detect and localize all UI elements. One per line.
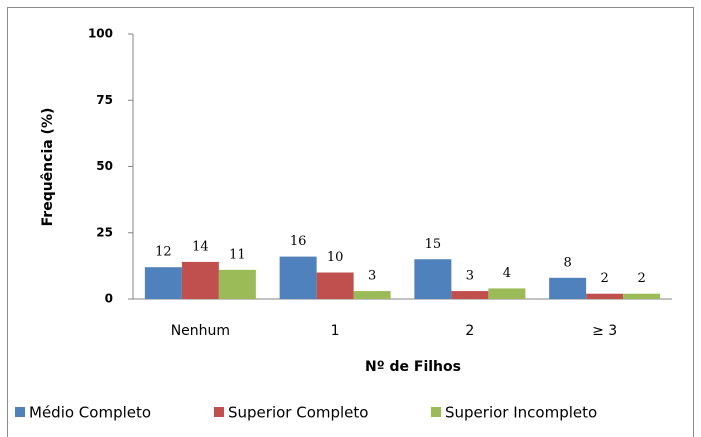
y-tick-label: 100 <box>88 27 113 41</box>
y-tick-label: 50 <box>96 159 113 173</box>
bar <box>218 269 256 299</box>
x-axis-label: Nº de Filhos <box>365 359 461 375</box>
data-label: 2 <box>600 271 608 286</box>
legend-label: Superior Incompleto <box>445 404 597 422</box>
bar <box>144 267 182 299</box>
x-tick-label: 2 <box>465 323 474 339</box>
data-label: 15 <box>425 237 442 252</box>
bar <box>181 261 219 299</box>
x-tick-label: ≥ 3 <box>592 323 617 339</box>
x-tick-label: Nenhum <box>171 323 230 339</box>
bar <box>353 291 391 299</box>
data-label: 2 <box>637 271 645 286</box>
chart-frame <box>7 7 694 437</box>
legend-label: Superior Completo <box>228 404 368 422</box>
y-axis-label: Frequência (%) <box>40 108 56 227</box>
data-label: 14 <box>192 239 209 254</box>
bar <box>549 277 587 299</box>
data-label: 3 <box>466 269 474 284</box>
bar <box>451 291 489 299</box>
bar <box>316 272 354 299</box>
data-label: 11 <box>229 247 246 262</box>
data-label: 16 <box>290 234 307 249</box>
bar <box>586 293 624 299</box>
legend-swatch <box>15 407 25 417</box>
legend-swatch <box>431 407 441 417</box>
data-label: 8 <box>563 255 571 270</box>
bar <box>414 259 452 299</box>
data-label: 3 <box>368 269 376 284</box>
bar <box>488 288 526 299</box>
y-tick-label: 75 <box>96 93 113 107</box>
bar <box>279 256 317 299</box>
y-tick-label: 0 <box>105 292 113 306</box>
y-tick-label: 25 <box>96 225 113 239</box>
legend-label: Médio Completo <box>29 404 151 422</box>
x-tick-label: 1 <box>331 323 340 339</box>
data-label: 10 <box>327 250 344 265</box>
data-label: 12 <box>155 245 172 260</box>
legend-swatch <box>214 407 224 417</box>
bar <box>623 293 661 299</box>
data-label: 4 <box>503 266 511 281</box>
